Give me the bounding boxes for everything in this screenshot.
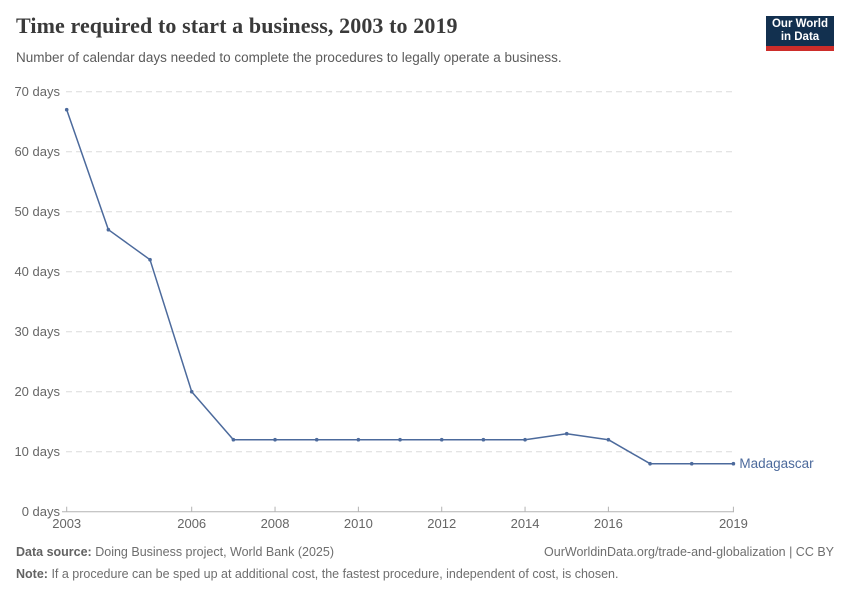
owid-url-link[interactable]: OurWorldinData.org/trade-and-globalizati… xyxy=(544,545,834,559)
footer-note-row: Note: If a procedure can be sped up at a… xyxy=(16,565,834,583)
data-point-madagascar-2008[interactable] xyxy=(273,437,277,442)
owid-logo-box: Our World in Data xyxy=(766,16,834,46)
x-axis-label-2008: 2008 xyxy=(261,516,290,531)
data-point-madagascar-2003[interactable] xyxy=(64,107,69,112)
y-axis-label-20: 20 days xyxy=(14,384,60,399)
data-point-madagascar-2016[interactable] xyxy=(606,437,611,442)
data-point-madagascar-2010[interactable] xyxy=(356,437,361,442)
x-axis-label-2016: 2016 xyxy=(594,516,623,531)
owid-logo-line1: Our World xyxy=(771,17,828,30)
y-axis-label-60: 60 days xyxy=(14,144,60,159)
owid-logo-red-bar xyxy=(766,46,834,51)
x-axis-label-2010: 2010 xyxy=(344,516,373,531)
x-axis-label-2019: 2019 xyxy=(719,516,748,531)
note-label: Note: xyxy=(16,567,48,581)
chart-subtitle: Number of calendar days needed to comple… xyxy=(16,50,562,65)
data-point-madagascar-2007[interactable] xyxy=(231,437,236,442)
data-point-madagascar-2014[interactable] xyxy=(523,437,527,442)
footer-source-row: Data source: Doing Business project, Wor… xyxy=(16,543,834,561)
y-axis-label-40: 40 days xyxy=(14,264,60,279)
owid-logo-line2: in Data xyxy=(780,31,820,43)
note-value: If a procedure can be sped up at additio… xyxy=(51,567,619,581)
y-axis-label-30: 30 days xyxy=(14,324,60,339)
data-point-madagascar-2013[interactable] xyxy=(481,437,486,442)
data-point-madagascar-2012[interactable] xyxy=(439,437,444,442)
y-axis-label-70: 70 days xyxy=(14,84,60,99)
series-label-madagascar[interactable]: Madagascar xyxy=(739,456,814,471)
chart-title: Time required to start a business, 2003 … xyxy=(16,13,458,38)
series-line-madagascar xyxy=(65,109,734,465)
data-point-madagascar-2011[interactable] xyxy=(398,437,402,442)
data-point-madagascar-2004[interactable] xyxy=(106,227,111,232)
data-source-label: Data source: xyxy=(16,545,92,559)
x-axis-label-2006: 2006 xyxy=(177,516,206,531)
data-source-value: Doing Business project, World Bank (2025… xyxy=(95,545,334,559)
data-point-madagascar-2015[interactable] xyxy=(564,431,569,436)
x-axis-label-2012: 2012 xyxy=(427,516,456,531)
owid-logo[interactable]: Our World in Data xyxy=(766,16,834,51)
x-axis-label-2014: 2014 xyxy=(511,516,540,531)
data-point-madagascar-2009[interactable] xyxy=(314,437,319,442)
data-point-madagascar-2005[interactable] xyxy=(148,257,152,262)
note-text: Note: If a procedure can be sped up at a… xyxy=(16,565,618,583)
data-point-madagascar-2006[interactable] xyxy=(189,389,194,394)
data-point-madagascar-2017[interactable] xyxy=(648,461,652,466)
chart-footer: Data source: Doing Business project, Wor… xyxy=(16,543,834,583)
y-axis-label-10: 10 days xyxy=(14,444,60,459)
y-axis-label-0: 0 days xyxy=(22,504,61,519)
data-source-text: Data source: Doing Business project, Wor… xyxy=(16,543,334,561)
x-axis-label-2003: 2003 xyxy=(52,516,81,531)
y-axis-label-50: 50 days xyxy=(14,204,60,219)
data-point-madagascar-2018[interactable] xyxy=(689,461,694,466)
data-point-madagascar-2019[interactable] xyxy=(731,461,736,466)
